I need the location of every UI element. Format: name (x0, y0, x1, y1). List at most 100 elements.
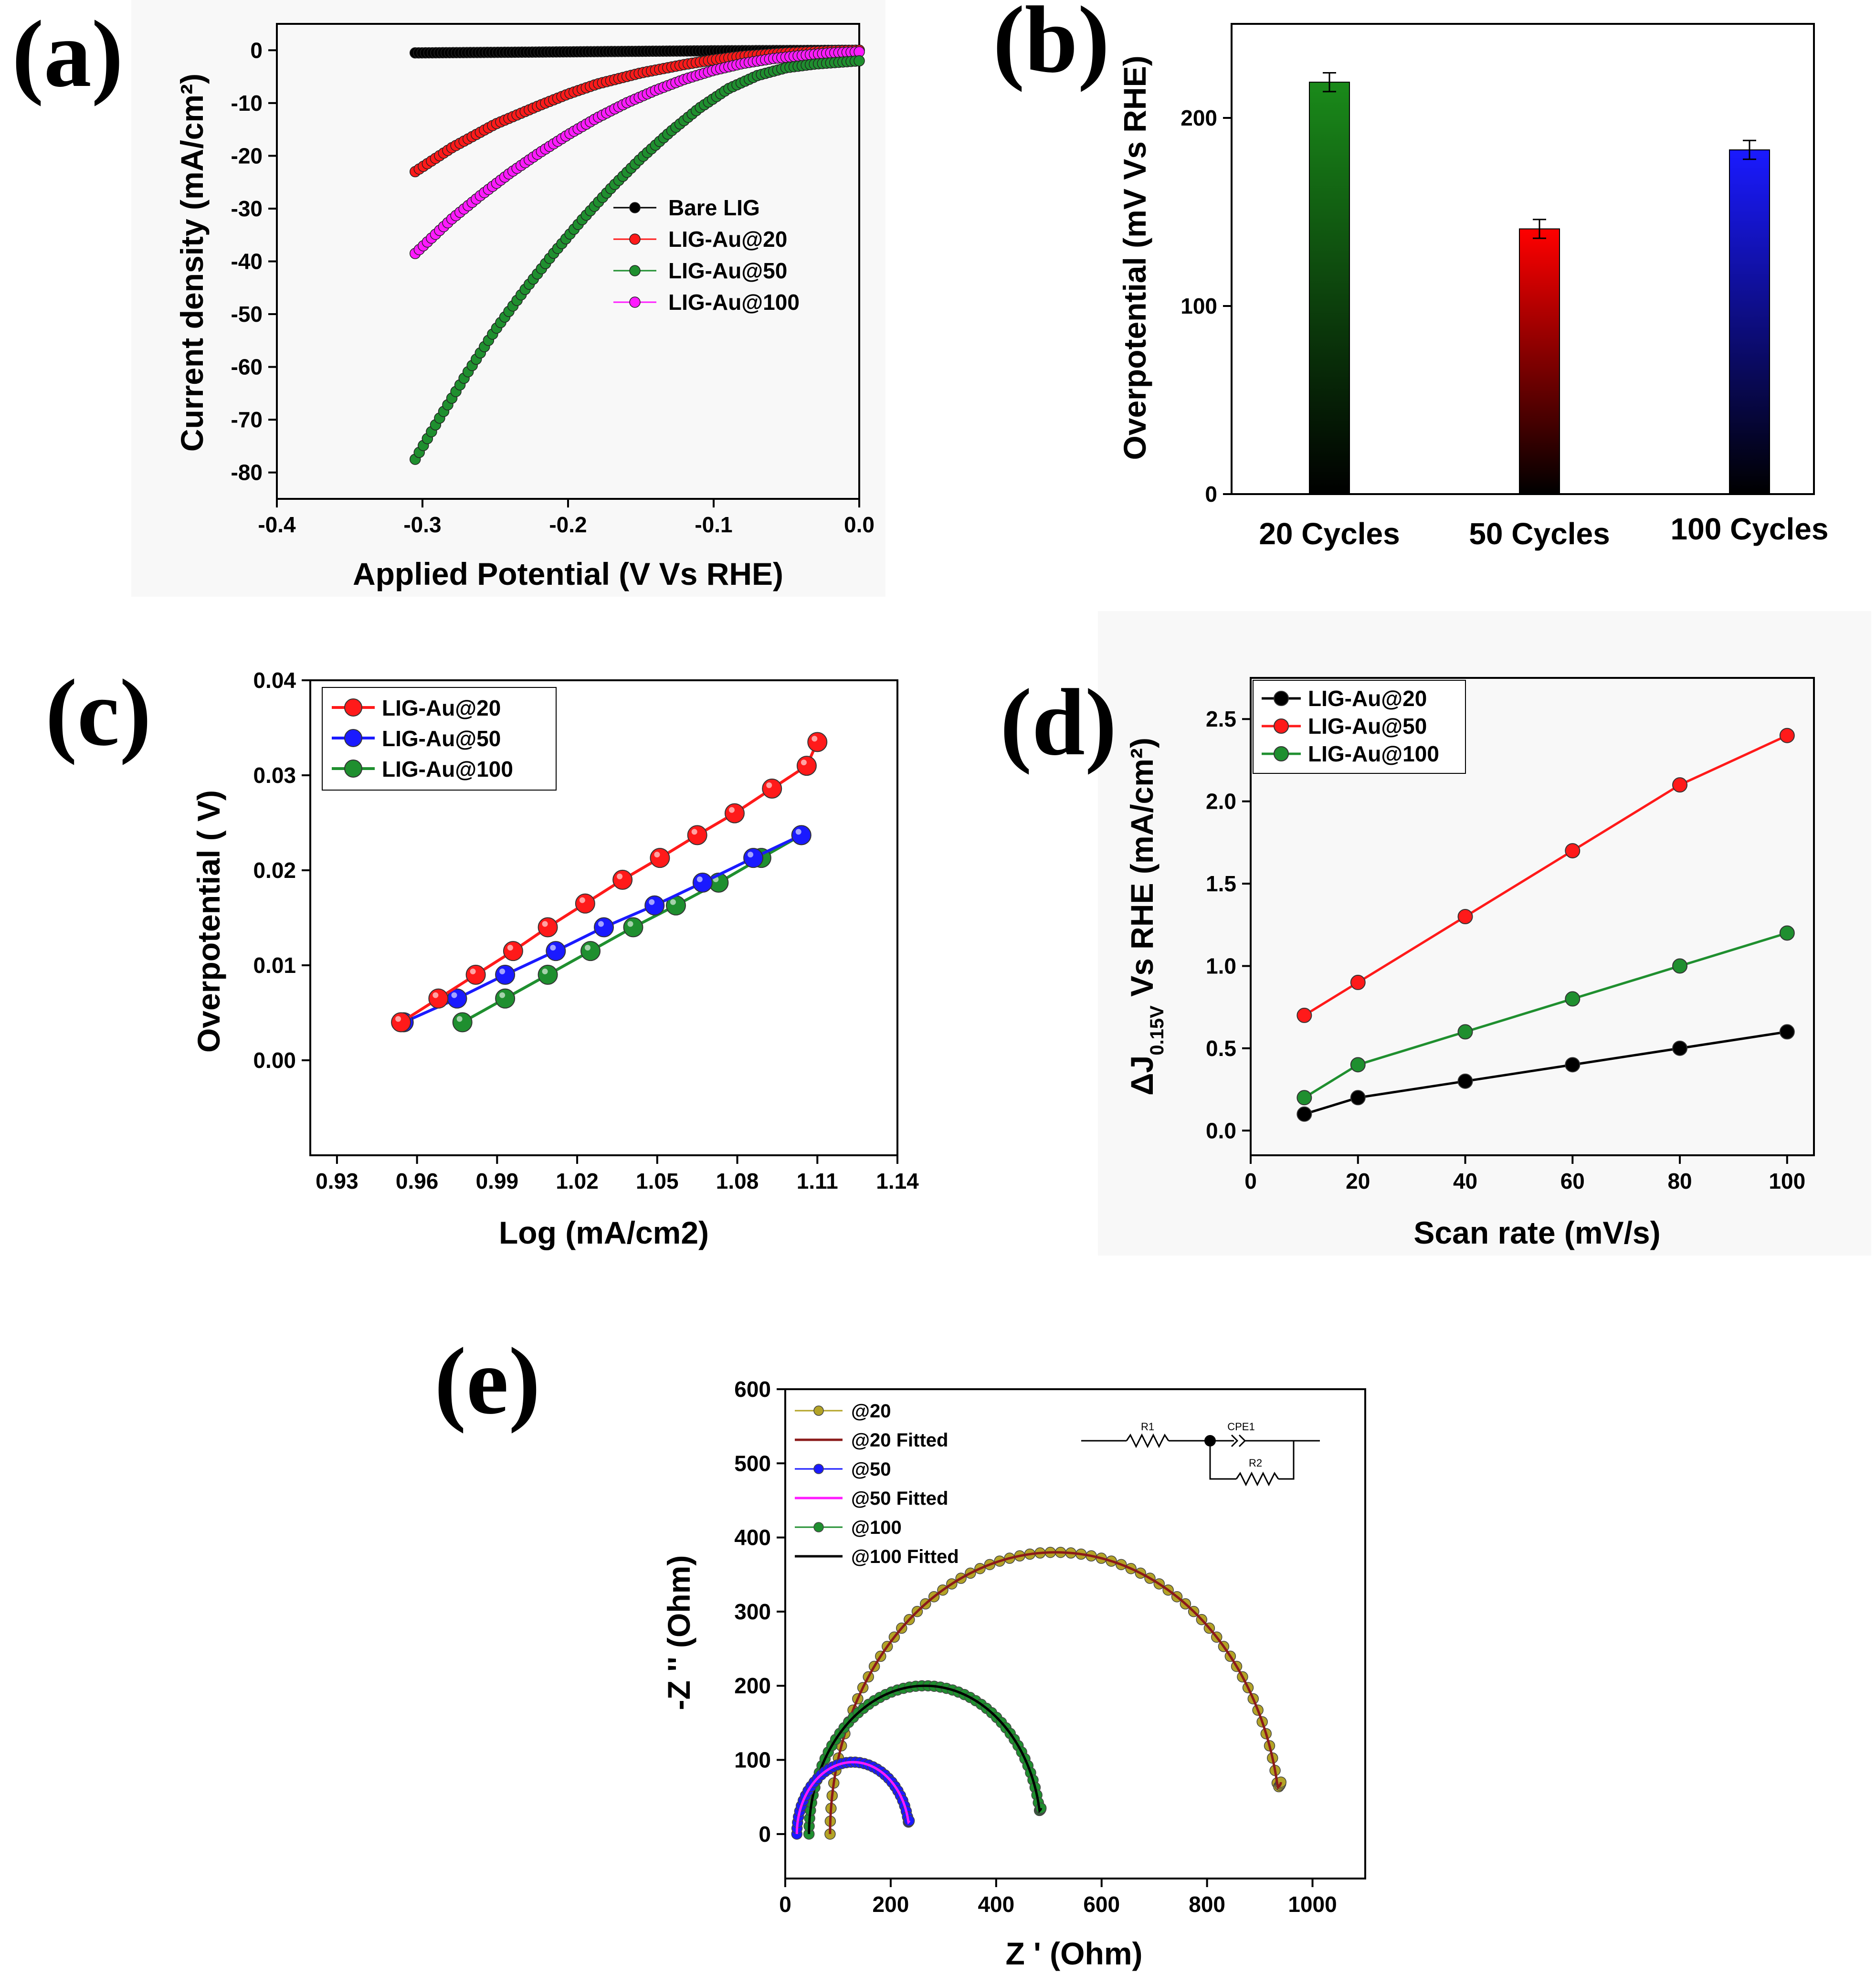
series-line (1304, 1030, 1788, 1116)
panel-label: (c) (45, 660, 151, 766)
point-highlight (542, 968, 548, 974)
point-highlight (795, 829, 801, 835)
legend-label: LIG-Au@50 (1308, 714, 1427, 739)
legend-marker (629, 202, 641, 213)
point-highlight (499, 992, 506, 998)
data-point (1296, 1007, 1312, 1023)
data-point (1672, 958, 1688, 974)
x-tick-label: 0.96 (396, 1169, 439, 1193)
data-point (1779, 728, 1795, 743)
legend-marker (629, 233, 641, 245)
x-axis-title: Applied Potential (V Vs RHE) (353, 556, 783, 591)
category-label: 20 Cycles (1259, 517, 1400, 551)
y-tick-label: 0.03 (253, 763, 296, 788)
legend-marker (813, 1464, 824, 1474)
x-tick-label: 1.05 (636, 1169, 679, 1193)
data-point (1565, 991, 1581, 1007)
cpe-label: CPE1 (1227, 1421, 1254, 1433)
x-tick-label: 40 (1453, 1169, 1477, 1193)
resistor-r2-label: R2 (1249, 1457, 1262, 1469)
point-highlight (728, 807, 735, 813)
point-highlight (617, 873, 623, 879)
y-tick-label: 0.01 (253, 953, 296, 978)
x-tick-label: -0.4 (258, 512, 296, 537)
point-highlight (598, 921, 604, 927)
y-tick-label: 0 (759, 1822, 771, 1847)
data-point (1457, 909, 1473, 924)
legend-marker (1274, 691, 1289, 706)
legend-label: LIG-Au@20 (382, 696, 501, 720)
legend-label: Bare LIG (668, 195, 760, 220)
point-highlight (649, 899, 655, 905)
point-highlight (470, 968, 476, 974)
y-tick-label: -30 (231, 196, 263, 221)
data-point (1672, 1040, 1688, 1056)
y-tick-label: 300 (734, 1599, 771, 1624)
x-tick-label: -0.1 (695, 512, 732, 537)
y-axis-title: Overpotential (mV Vs RHE) (1117, 55, 1152, 460)
circuit-wire (1278, 1441, 1295, 1480)
y-tick-label: 2.0 (1206, 789, 1236, 814)
legend-marker (813, 1522, 824, 1532)
y-axis-title-rest: Vs RHE (mA/cm²) (1124, 738, 1159, 1005)
data-point (762, 778, 782, 799)
legend-marker (629, 296, 641, 308)
point-highlight (670, 899, 676, 905)
y-tick-label: 0.0 (1206, 1118, 1236, 1143)
data-point (580, 941, 601, 961)
y-tick-label: 400 (734, 1525, 771, 1550)
x-tick-label: 1.11 (797, 1169, 838, 1193)
legend-label: @50 (851, 1459, 891, 1480)
legend-marker (813, 1405, 824, 1416)
data-point (538, 917, 558, 938)
category-label: 50 Cycles (1469, 517, 1610, 551)
panel-d-background (1098, 611, 1871, 1256)
data-point (1350, 1057, 1366, 1073)
x-axis-title: Z ' (Ohm) (1006, 1936, 1143, 1971)
x-tick-label: 1.14 (876, 1169, 919, 1193)
data-point (1672, 777, 1688, 793)
circuit-diagram: R1 CPE1 R2 (1081, 1421, 1320, 1487)
legend-marker (629, 265, 641, 276)
point-highlight (507, 945, 513, 951)
point-highlight (812, 736, 818, 742)
y-tick-label: 0.02 (253, 858, 296, 883)
panel-label: (b) (993, 0, 1109, 93)
x-tick-label: 0.99 (476, 1169, 519, 1193)
resistor-r1 (1126, 1433, 1170, 1448)
x-tick-label: -0.2 (549, 512, 587, 537)
y-axis-title: Current density (mA/cm²) (174, 74, 210, 452)
data-point (594, 917, 614, 938)
data-point (465, 964, 486, 985)
data-point (452, 1012, 473, 1033)
y-tick-label: 0.5 (1206, 1036, 1236, 1061)
legend-label: LIG-Au@20 (668, 227, 787, 252)
point-highlight (696, 876, 703, 882)
bar (1519, 228, 1560, 495)
legend-marker (1274, 718, 1289, 734)
data-point (503, 941, 523, 961)
y-tick-label: 1.0 (1206, 953, 1236, 978)
data-point (1296, 1106, 1312, 1122)
data-point (644, 895, 665, 916)
point-highlight (801, 760, 807, 766)
data-point (687, 825, 707, 845)
y-tick-label: -40 (231, 249, 263, 274)
data-point (1565, 1057, 1581, 1073)
panel-label: (e) (434, 1329, 540, 1434)
y-tick-label: 2.5 (1206, 707, 1236, 731)
y-tick-label: 500 (734, 1451, 771, 1476)
point-highlight (654, 852, 660, 858)
legend-label: LIG-Au@100 (668, 290, 800, 315)
legend-marker (344, 729, 362, 747)
legend-label: @20 (851, 1401, 891, 1422)
data-point (612, 869, 633, 890)
data-point (650, 848, 670, 868)
y-tick-label: 0.00 (253, 1048, 296, 1073)
y-axis-title: -Z '' (Ohm) (661, 1555, 696, 1710)
x-tick-label: 100 (1769, 1169, 1805, 1193)
data-point (1350, 974, 1366, 990)
data-point (546, 941, 566, 961)
legend-label: LIG-Au@100 (382, 757, 513, 781)
